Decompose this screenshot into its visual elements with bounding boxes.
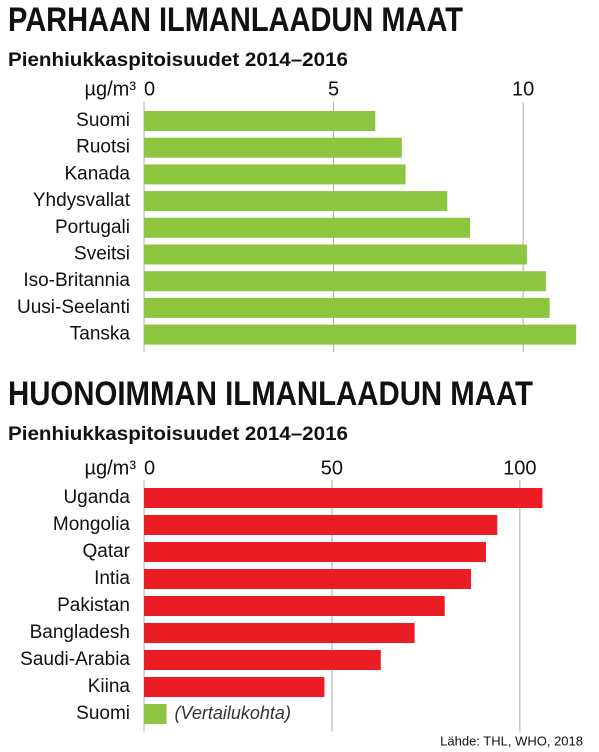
x-tick-label: 50 xyxy=(321,457,343,479)
bar xyxy=(144,111,376,131)
x-tick-label: 100 xyxy=(503,457,536,479)
bar xyxy=(144,137,402,158)
bar xyxy=(144,271,546,292)
chart-title: PARHAAN ILMANLAADUN MAAT xyxy=(8,1,463,39)
category-label: Uganda xyxy=(63,487,130,508)
chart-title: HUONOIMMAN ILMANLAADUN MAAT xyxy=(8,375,533,413)
bar xyxy=(144,623,415,643)
category-label: Saudi-Arabia xyxy=(20,649,130,670)
category-label: Pakistan xyxy=(57,595,130,616)
category-label: Sveitsi xyxy=(74,244,130,265)
category-label: Yhdysvallat xyxy=(33,190,131,211)
category-label: Mongolia xyxy=(53,514,131,535)
bar xyxy=(144,704,167,724)
category-label: Kiina xyxy=(88,676,131,697)
chart-subtitle: Pienhiukkaspitoisuudet 2014–2016 xyxy=(8,50,348,71)
category-label: Ruotsi xyxy=(76,137,130,158)
category-label: Qatar xyxy=(82,541,130,562)
axis-label: µg/m³ xyxy=(84,78,136,100)
bar xyxy=(144,244,527,265)
bar xyxy=(144,217,471,238)
category-label: Portugali xyxy=(55,217,130,238)
category-label: Kanada xyxy=(64,163,130,184)
chart-subtitle: Pienhiukkaspitoisuudet 2014–2016 xyxy=(8,424,348,445)
source: Lähde: THL, WHO, 2018 xyxy=(440,733,583,748)
annotation: (Vertailukohta) xyxy=(175,703,291,723)
bar xyxy=(144,191,448,212)
bar xyxy=(144,297,550,318)
category-label: Bangladesh xyxy=(30,622,130,643)
category-label: Tanska xyxy=(70,324,131,345)
bar xyxy=(144,569,471,589)
bar xyxy=(144,677,325,697)
x-tick-label: 0 xyxy=(144,457,155,479)
category-label: Suomi xyxy=(76,110,130,131)
bar xyxy=(144,164,406,185)
x-tick-label: 10 xyxy=(512,78,534,100)
category-label: Suomi xyxy=(76,703,130,724)
bar xyxy=(144,488,543,508)
axis-label: µg/m³ xyxy=(84,457,136,479)
bar xyxy=(144,324,577,345)
x-tick-label: 0 xyxy=(144,78,155,100)
bar xyxy=(144,542,487,562)
bar xyxy=(144,515,498,535)
bar xyxy=(144,650,381,670)
category-label: Iso-Britannia xyxy=(23,270,130,291)
bar xyxy=(144,596,445,616)
x-tick-label: 5 xyxy=(328,78,339,100)
category-label: Intia xyxy=(94,568,130,589)
category-label: Uusi-Seelanti xyxy=(17,297,130,318)
